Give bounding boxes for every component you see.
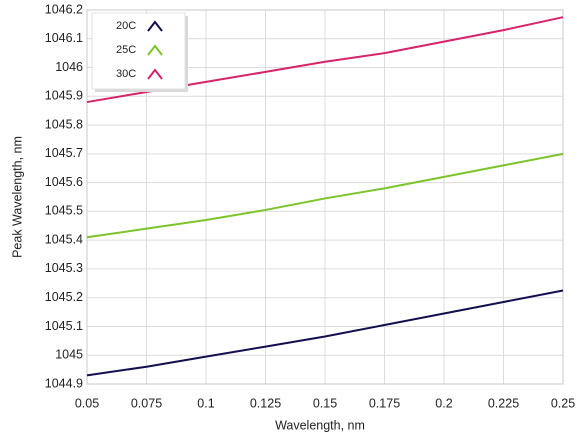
x-tick-label: 0.05: [75, 396, 99, 410]
plot-border: [86, 9, 564, 385]
y-tick-label: 1045.3: [45, 261, 83, 275]
x-axis-label: Wavelength, nm: [275, 418, 365, 432]
y-tick-label: 1045.5: [45, 204, 83, 218]
legend-swatch: [147, 68, 163, 80]
x-tick-label: 0.125: [250, 396, 281, 410]
y-tick-label: 1045.7: [45, 146, 83, 160]
y-tick-label: 1046: [55, 60, 83, 74]
y-tick-label: 1045.4: [45, 232, 83, 246]
legend-label: 30C: [116, 68, 136, 80]
y-tick-label: 1045.2: [45, 290, 83, 304]
legend-swatch: [147, 44, 163, 56]
x-tick-label: 0.175: [369, 396, 400, 410]
data-line: [86, 289, 564, 377]
x-tick-label: 0.25: [551, 396, 575, 410]
y-tick-label: 1046.2: [45, 2, 83, 16]
y-tick-label: 1045.9: [45, 89, 83, 103]
y-tick-label: 1045: [55, 348, 83, 362]
x-tick-label: 0.225: [488, 396, 519, 410]
data-line: [86, 152, 564, 239]
legend-label: 20C: [116, 20, 136, 32]
y-tick-label: 1046.1: [45, 31, 83, 45]
y-tick-label: 1045.8: [45, 117, 83, 131]
y-tick-label: 1044.9: [45, 376, 83, 390]
x-tick-label: 0.15: [313, 396, 337, 410]
x-tick-label: 0.2: [435, 396, 452, 410]
x-tick-label: 0.1: [197, 396, 214, 410]
y-axis-label: Peak Wavelength, nm: [10, 136, 24, 258]
y-tick-label: 1045.1: [45, 319, 83, 333]
x-tick-label: 0.075: [131, 396, 162, 410]
legend-box: [91, 12, 186, 90]
legend-label: 25C: [116, 44, 136, 56]
legend-swatch: [147, 20, 163, 32]
y-tick-label: 1045.6: [45, 175, 83, 189]
